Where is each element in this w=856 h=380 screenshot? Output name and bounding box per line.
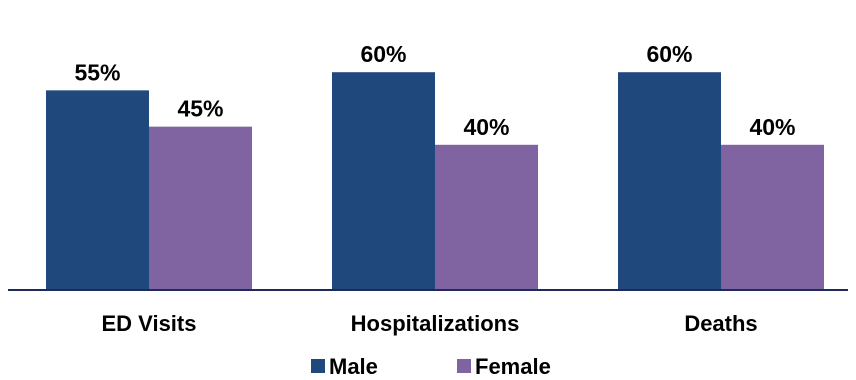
legend-swatch-male xyxy=(311,359,325,373)
legend-label-male: Male xyxy=(329,354,378,379)
category-labels-group: ED Visits Hospitalizations Deaths xyxy=(102,311,758,336)
bar-male-deaths xyxy=(618,72,721,290)
value-label-female-deaths: 40% xyxy=(749,114,795,140)
category-label-deaths: Deaths xyxy=(684,311,757,336)
bar-female-deaths xyxy=(721,144,824,290)
bar-male-hospitalizations xyxy=(332,72,435,290)
legend-swatch-female xyxy=(457,359,471,373)
value-labels-group: 55% 45% 60% 40% 60% 40% xyxy=(74,41,795,140)
category-label-ed-visits: ED Visits xyxy=(102,311,197,336)
bar-female-ed-visits xyxy=(149,126,252,291)
value-label-male-deaths: 60% xyxy=(646,41,692,67)
value-label-female-hospitalizations: 40% xyxy=(463,114,509,140)
category-label-hospitalizations: Hospitalizations xyxy=(351,311,520,336)
bars-group xyxy=(46,72,824,291)
bar-female-hospitalizations xyxy=(435,144,538,290)
legend-label-female: Female xyxy=(475,354,551,379)
value-label-male-ed-visits: 55% xyxy=(74,59,120,85)
value-label-female-ed-visits: 45% xyxy=(177,96,223,122)
legend: Male Female xyxy=(311,354,551,379)
value-label-male-hospitalizations: 60% xyxy=(360,41,406,67)
bar-male-ed-visits xyxy=(46,90,149,290)
